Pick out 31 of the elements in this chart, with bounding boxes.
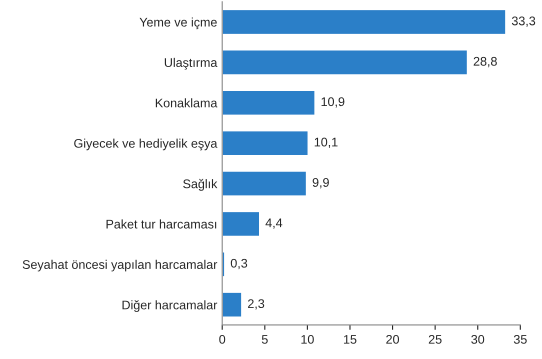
x-tick-label: 20	[386, 334, 400, 344]
x-tick-label: 30	[471, 334, 484, 344]
data-label: 33,3	[512, 16, 536, 27]
data-label: 9,9	[312, 178, 329, 188]
y-tick-label: Giyecek ve hediyelik eşya	[74, 138, 218, 150]
bar	[222, 8, 507, 36]
bar	[222, 291, 243, 318]
y-tick-label: Diğer harcamalar	[122, 300, 218, 312]
y-tick-label: Yeme ve içme	[140, 17, 217, 30]
y-tick-label: Ulaştırma	[164, 58, 218, 70]
y-tick-label: Konaklama	[156, 98, 218, 108]
data-label: 4,4	[266, 218, 282, 229]
bar	[222, 130, 309, 156]
bar	[222, 49, 468, 76]
bar	[222, 210, 260, 238]
x-tick-label: 35	[514, 334, 527, 344]
y-tick-label: Paket tur harcaması	[106, 219, 216, 229]
x-tick-label: 15	[344, 335, 356, 344]
data-label: 28,8	[474, 56, 497, 68]
x-tick-label: 10	[301, 334, 314, 344]
x-tick-label: 0	[219, 334, 226, 344]
bar	[222, 170, 308, 197]
data-label: 10,1	[314, 138, 338, 148]
data-label: 2,3	[248, 299, 264, 310]
data-label: 10,9	[322, 97, 344, 108]
x-tick-label: 5	[262, 335, 268, 344]
y-tick-label: Seyahat öncesi yapılan harcamalar	[22, 260, 218, 272]
x-tick-label: 25	[428, 334, 442, 344]
y-tick-label: Sağlık	[183, 178, 218, 191]
data-label: 0,3	[230, 258, 248, 270]
bar	[222, 90, 316, 116]
